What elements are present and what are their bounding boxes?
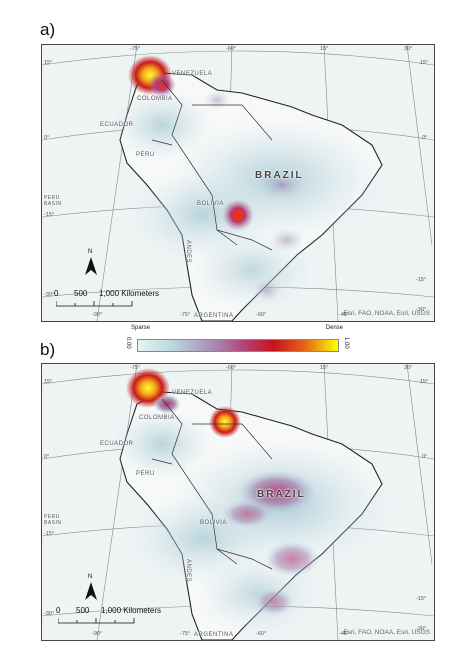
hotspot-colombia-a [148,73,176,97]
map-a-canvas [42,45,434,321]
scale-1000-b: 1,000 Kilometers [101,606,162,615]
tick-top-30-b: 30° [404,365,413,371]
label-bolivia-a: BOLIVIA [197,201,224,207]
label-peru-b: PERU [136,471,155,477]
label-bolivia-b: BOLIVIA [200,520,227,526]
label-colombia-a: COLOMBIA [137,96,173,102]
map-b-canvas [42,364,434,640]
label-peru-basin-b: PERU BASIN [44,514,62,526]
panel-a-label: a) [40,20,56,39]
label-brazil-a: BRAZIL [255,170,304,181]
tick-right-15s-a: -15° [416,277,427,283]
tick-bottom-60-a: -60° [256,312,267,318]
tick-top-60-a: -60° [226,46,237,52]
density-legend: Sparse Dense 0.00 1.00 [125,325,349,355]
tick-right-30-a: -30° [416,307,427,313]
tick-left-0-a: 0° [44,135,50,141]
tick-top-75-a: -75° [130,46,141,52]
tick-right-15-b: 15° [420,379,429,385]
label-colombia-b: COLOMBIA [139,415,175,421]
tick-bottom-90-a: -90° [92,312,103,318]
attribution-a: Esri, FAO, NOAA, Esri, USGS [343,310,430,317]
map-panel-b: VENEZUELA COLOMBIA ECUADOR PERU BRAZIL B… [41,363,435,641]
scale-bar-a: 0 500 1,000 Kilometers [54,289,214,309]
tick-bottom-75-b: -75° [180,631,191,637]
scale-500-a: 500 [74,289,88,298]
tick-right-0-b: 0° [422,454,428,460]
label-venezuela-b: VENEZUELA [172,390,213,396]
panel-b-label: b) [40,340,56,359]
tick-bottom-90-b: -90° [92,631,103,637]
tick-bottom-75-a: -75° [180,312,191,318]
north-arrow-b: N [84,574,98,602]
tick-right-30-b: -30° [416,626,427,632]
tick-bottom-45-a: -45° [339,312,350,318]
label-ecuador-a: ECUADOR [100,122,134,128]
tick-top-75-b: -75° [130,365,141,371]
tick-right-15-a: 15° [420,60,429,66]
tick-left-15s-b: -15° [44,531,55,537]
tick-left-30-a: -30° [44,292,55,298]
scale-1000-a: 1,000 Kilometers [99,289,160,298]
tick-right-15s-b: -15° [416,596,427,602]
scale-500-b: 500 [76,606,90,615]
tick-bottom-60-b: -60° [256,631,267,637]
legend-max: 1.00 [343,337,349,349]
tick-bottom-45-b: -45° [339,631,350,637]
label-peru-basin-a: PERU BASIN [44,195,62,207]
tick-left-15s-a: -15° [44,212,55,218]
label-brazil-b: BRAZIL [257,489,306,500]
hotspot-guyana-b [209,406,241,438]
attribution-b: Esri, FAO, NOAA, Esri, USGS [343,629,430,636]
map-panel-a: VENEZUELA COLOMBIA ECUADOR PERU BRAZIL B… [41,44,435,322]
label-andes-b: ANDES [185,559,191,583]
tick-top-30-a: 30° [404,46,413,52]
legend-color-ramp [137,339,339,352]
legend-min: 0.00 [125,337,131,349]
label-argentina-b: ARGENTINA [194,632,234,638]
tick-left-15-b: 15° [44,379,53,385]
scale-bar-b: 0 500 1,000 Kilometers [56,606,216,626]
tick-top-60-b: -60° [226,365,237,371]
legend-dense-label: Dense [325,325,343,331]
label-andes-a: ANDES [185,240,191,264]
tick-left-15-a: 15° [44,60,53,66]
label-argentina-a: ARGENTINA [194,313,234,319]
label-ecuador-b: ECUADOR [100,441,134,447]
tick-right-0-a: 0° [422,135,428,141]
tick-left-0-b: 0° [44,454,50,460]
tick-top-15-a: 15° [320,46,329,52]
scale-zero-a: 0 [54,289,59,298]
label-peru-a: PERU [136,152,155,158]
north-arrow-a: N [84,249,98,277]
label-venezuela-a: VENEZUELA [172,71,213,77]
tick-top-15-b: 15° [320,365,329,371]
scale-zero-b: 0 [56,606,61,615]
tick-left-30-b: -30° [44,611,55,617]
legend-sparse-label: Sparse [131,325,151,331]
